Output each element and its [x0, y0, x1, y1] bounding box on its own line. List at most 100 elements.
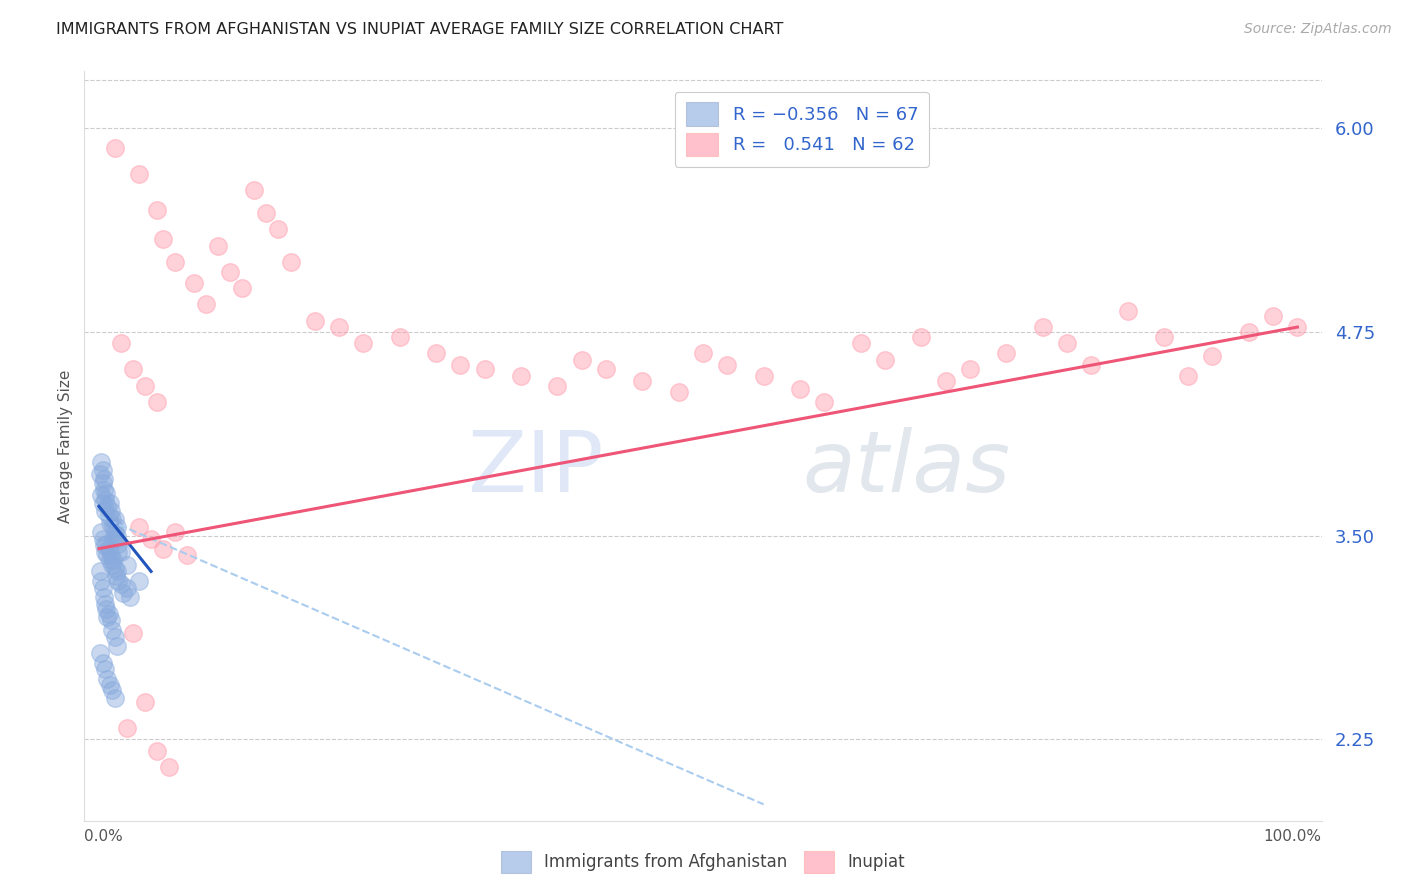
Point: [1032, 320, 1054, 334]
Point: [128, 574, 150, 589]
Point: [328, 320, 350, 334]
Point: [103, 520, 125, 534]
Point: [94, 597, 117, 611]
Point: [96, 537, 118, 551]
Point: [90, 455, 112, 469]
Point: [103, 532, 125, 546]
Point: [96, 610, 118, 624]
Point: [1237, 325, 1260, 339]
Point: [94, 492, 117, 507]
Point: [100, 548, 122, 562]
Point: [91, 532, 114, 546]
Point: [105, 528, 128, 542]
Point: [94, 545, 117, 559]
Point: [304, 313, 326, 327]
Point: [1201, 350, 1223, 364]
Point: [388, 330, 411, 344]
Point: [134, 378, 156, 392]
Point: [752, 368, 775, 383]
Point: [104, 512, 127, 526]
Point: [115, 581, 138, 595]
Point: [1116, 303, 1139, 318]
Point: [104, 630, 127, 644]
Point: [789, 382, 811, 396]
Point: [546, 378, 568, 392]
Point: [995, 346, 1018, 360]
Point: [1080, 358, 1102, 372]
Point: [101, 512, 124, 526]
Point: [146, 395, 169, 409]
Point: [219, 265, 242, 279]
Point: [105, 565, 128, 579]
Point: [631, 374, 654, 388]
Point: [115, 721, 138, 735]
Point: [1286, 320, 1309, 334]
Point: [110, 336, 132, 351]
Point: [139, 532, 162, 546]
Point: [98, 516, 121, 530]
Point: [910, 330, 932, 344]
Text: atlas: atlas: [801, 427, 1010, 510]
Point: [98, 678, 121, 692]
Point: [91, 463, 114, 477]
Point: [89, 467, 111, 481]
Point: [100, 613, 122, 627]
Point: [96, 486, 118, 500]
Point: [105, 520, 128, 534]
Point: [112, 585, 135, 599]
Point: [97, 607, 120, 621]
Point: [122, 626, 145, 640]
Point: [94, 662, 117, 676]
Point: [1153, 330, 1175, 344]
Point: [97, 541, 120, 556]
Point: [107, 574, 129, 589]
Point: [134, 695, 156, 709]
Point: [101, 623, 124, 637]
Text: Source: ZipAtlas.com: Source: ZipAtlas.com: [1244, 22, 1392, 37]
Point: [90, 574, 112, 589]
Text: 100.0%: 100.0%: [1264, 829, 1322, 844]
Point: [813, 395, 835, 409]
Point: [93, 472, 115, 486]
Point: [100, 504, 122, 518]
Point: [90, 525, 112, 540]
Point: [849, 336, 872, 351]
Point: [449, 358, 471, 372]
Point: [1177, 368, 1199, 383]
Point: [91, 656, 114, 670]
Point: [510, 368, 533, 383]
Point: [105, 640, 128, 654]
Point: [110, 545, 132, 559]
Point: [94, 504, 117, 518]
Point: [107, 537, 129, 551]
Point: [96, 672, 118, 686]
Point: [194, 297, 217, 311]
Point: [107, 545, 129, 559]
Point: [146, 202, 169, 217]
Point: [104, 691, 127, 706]
Point: [96, 548, 118, 562]
Point: [101, 683, 124, 698]
Point: [183, 276, 205, 290]
Point: [165, 255, 187, 269]
Point: [120, 591, 142, 605]
Point: [716, 358, 738, 372]
Point: [128, 520, 150, 534]
Text: IMMIGRANTS FROM AFGHANISTAN VS INUPIAT AVERAGE FAMILY SIZE CORRELATION CHART: IMMIGRANTS FROM AFGHANISTAN VS INUPIAT A…: [56, 22, 783, 37]
Point: [98, 553, 121, 567]
Legend: Immigrants from Afghanistan, Inupiat: Immigrants from Afghanistan, Inupiat: [495, 845, 911, 880]
Point: [152, 541, 174, 556]
Point: [122, 362, 145, 376]
Point: [89, 565, 111, 579]
Text: 0.0%: 0.0%: [84, 829, 124, 844]
Point: [959, 362, 981, 376]
Point: [176, 548, 198, 562]
Point: [98, 496, 121, 510]
Y-axis label: Average Family Size: Average Family Size: [58, 369, 73, 523]
Point: [1261, 309, 1284, 323]
Point: [104, 141, 127, 155]
Point: [91, 476, 114, 491]
Point: [152, 232, 174, 246]
Point: [91, 581, 114, 595]
Point: [157, 760, 180, 774]
